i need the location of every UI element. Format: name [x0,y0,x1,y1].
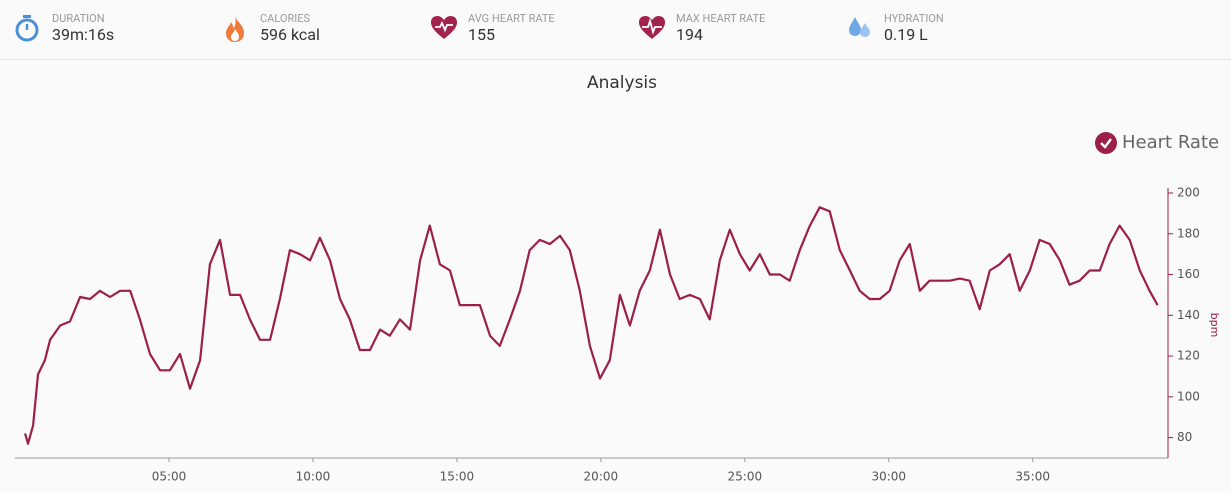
y-tick-label: 120 [1177,349,1200,363]
legend-check-mark [1100,138,1112,149]
stats-bar: DURATION 39m:16s CALORIES 596 kcal AVG H… [0,0,1231,60]
stat-value: 194 [676,25,703,44]
x-tick-label: 30:00 [871,470,906,484]
x-tick-label: 35:00 [1015,470,1050,484]
legend-check [1095,132,1117,154]
stat-value: 0.19 L [884,25,928,44]
chart: Analysis 80 100 120 140 160 180 200 05:00 10:00 1… [15,73,1221,484]
chart-title: Analysis [587,73,657,93]
line-series [24,206,1159,445]
x-tick-label: 15:00 [440,470,475,484]
stat-label: HYDRATION [884,12,944,25]
y-tick-label: 80 [1177,430,1192,444]
stat-label: DURATION [52,12,105,25]
heart-icon [639,16,665,39]
y-tick-label: 200 [1177,186,1200,200]
stat-label: AVG HEART RATE [468,12,555,25]
drops-icon [849,17,870,37]
x-tick-label: 20:00 [584,470,619,484]
y-tick-label: 100 [1177,389,1200,403]
stat-value: 596 kcal [260,25,320,44]
stopwatch-icon [15,15,39,42]
x-tick-label: 05:00 [152,470,187,484]
y-tick-label: 180 [1177,226,1200,240]
heart-icon [431,16,457,39]
legend-label: Heart Rate [1122,132,1219,153]
x-tick-label: 10:00 [296,470,331,484]
x-tick-label: 25:00 [728,470,763,484]
y-tick-label: 140 [1177,308,1200,322]
flame-icon [226,16,244,42]
stat-value: 155 [468,25,495,44]
stat-label: MAX HEART RATE [676,12,766,25]
stat-value: 39m:16s [52,25,115,44]
y-tick-label: 160 [1177,267,1200,281]
y-axis-label: bpm [1208,313,1221,338]
stat-label: CALORIES [260,12,311,25]
legend-item[interactable]: Heart Rate [1095,132,1219,154]
